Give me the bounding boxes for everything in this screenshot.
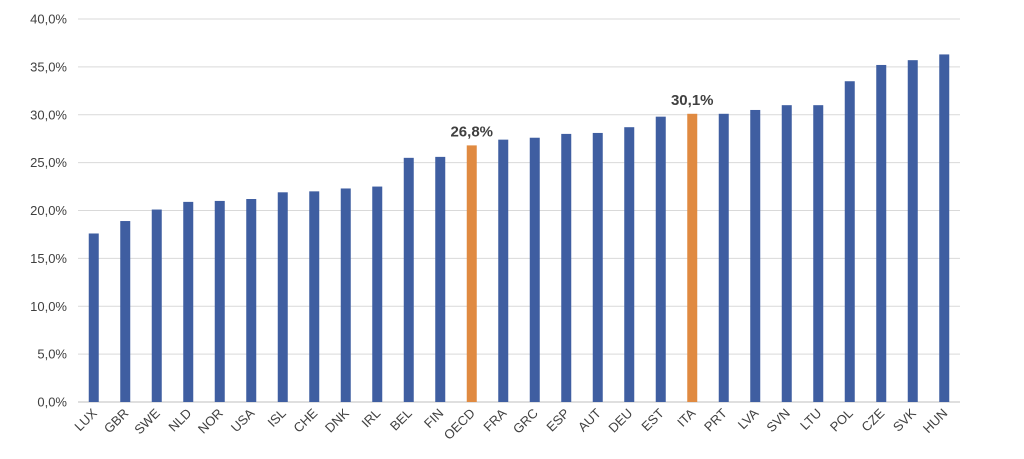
x-axis-category-labels: LUX GBR SWE NLD NOR USA ISL CHE DNK IRL BEL FINOECD… [71,405,950,442]
bar-isl [277,192,288,402]
bar-lux [88,233,99,402]
x-tick-label: IRL [358,406,383,431]
bar-bel [403,157,414,402]
x-tick-label: AUT [575,405,604,434]
bar-gbr [120,221,131,402]
x-tick-label: OECD [441,406,478,443]
bar-deu [624,127,635,402]
bars [88,54,950,403]
x-tick-label: CHE [290,405,320,435]
bar-fra [498,139,509,402]
x-tick-label: DEU [605,406,635,436]
y-tick-label: 20,0% [30,203,67,218]
x-tick-label: NLD [165,406,194,435]
gridlines [78,18,960,403]
x-tick-label: SVN [763,406,793,436]
x-tick-label: CZE [858,405,887,434]
y-tick-label: 25,0% [30,155,67,170]
bar-pol [844,81,855,403]
y-tick-label: 15,0% [30,251,67,266]
bar-est [655,116,666,402]
y-tick-label: 40,0% [30,12,67,27]
bar-svn [781,105,792,403]
x-tick-label: EST [638,405,667,434]
x-tick-label: ESP [543,406,572,435]
x-tick-label: GBR [101,406,132,437]
x-tick-label: ITA [674,405,698,429]
bar-usa [246,199,257,402]
x-tick-label: FRA [480,405,509,434]
bar-prt [718,113,729,402]
bar-dnk [340,188,351,402]
bar-oecd [466,145,477,402]
x-tick-label: FIN [421,406,446,431]
x-tick-label: PRT [701,405,730,434]
y-tick-label: 10,0% [30,299,67,314]
bar-irl [372,186,383,402]
x-tick-label: ISL [264,406,288,430]
data-label-oecd: 26,8% [450,123,493,140]
x-tick-label: LUX [71,405,100,434]
bar-nor [214,200,225,402]
bar-che [309,191,320,402]
bar-grc [529,137,540,403]
x-tick-label: SWE [131,405,163,437]
x-tick-label: SVK [890,405,919,434]
x-tick-label: NOR [195,406,226,437]
x-tick-label: HUN [920,406,951,437]
x-tick-label: POL [827,406,856,435]
bar-cze [876,64,887,403]
bar-aut [592,132,603,402]
y-tick-label: 30,0% [30,107,67,122]
bar-esp [561,133,572,402]
bar-nld [183,201,194,402]
y-tick-label: 0,0% [37,395,67,410]
y-tick-label: 35,0% [30,59,67,74]
y-axis-tick-labels: 0,0% 5,0% 10,0% 15,0% 20,0% 25,0% 30,0% 35,0% 40… [30,12,67,410]
data-label-ita: 30,1% [671,92,714,109]
data-labels: 26,8% 30,1% [450,92,713,141]
bar-fin [435,156,446,402]
bar-svk [907,60,918,403]
bar-swe [151,209,162,402]
x-tick-label: BEL [387,406,415,434]
bar-ltu [813,105,824,403]
x-tick-label: DNK [322,405,352,435]
bar-lva [750,109,761,403]
bar-hun [939,54,950,403]
x-tick-label: LVA [735,405,762,432]
x-tick-label: USA [228,405,258,435]
x-tick-label: GRC [510,406,541,437]
bar-ita [687,113,698,402]
y-tick-label: 5,0% [37,347,67,362]
x-tick-label: LTU [797,406,824,433]
